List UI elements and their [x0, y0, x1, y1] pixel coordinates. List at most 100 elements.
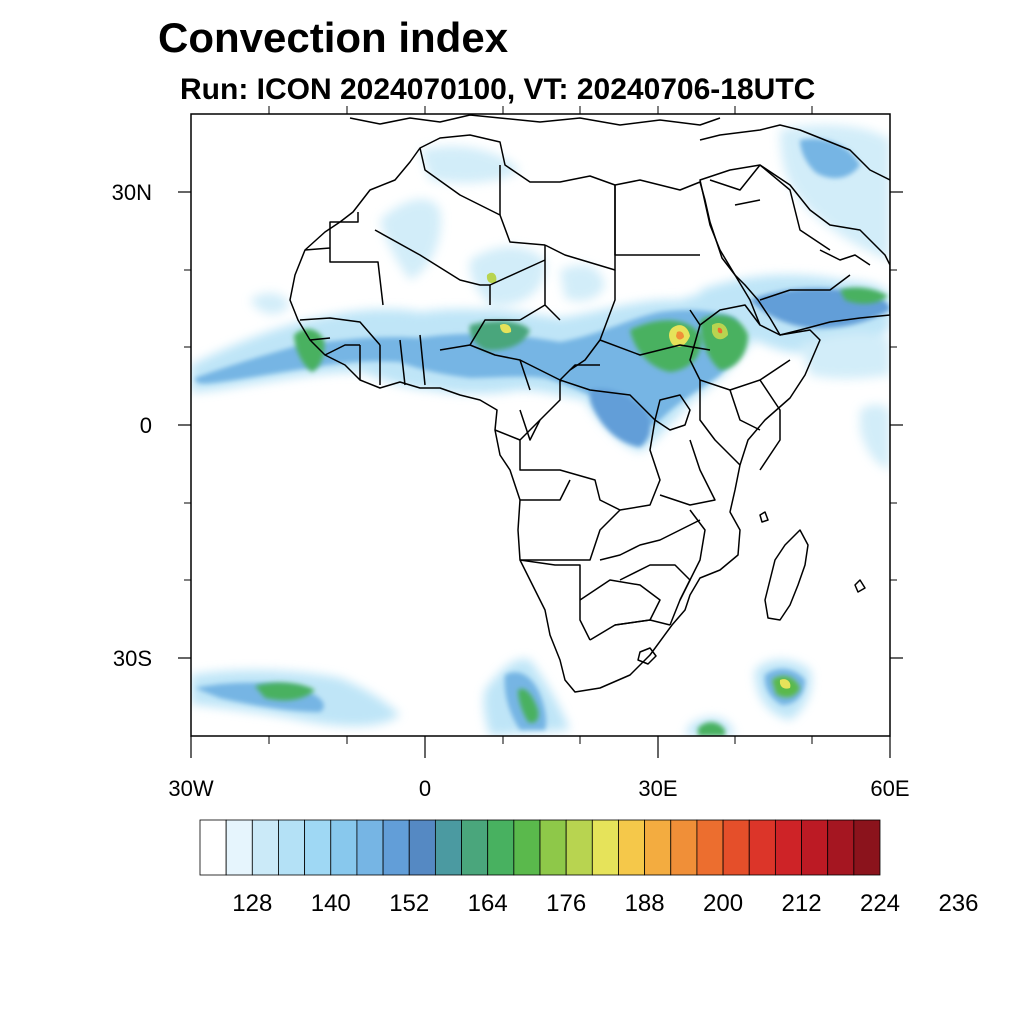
field-chad — [560, 265, 605, 302]
border-congo — [494, 409, 541, 441]
lon-label-30e: 30E — [638, 776, 677, 801]
border-mozambique — [669, 509, 706, 626]
colorbar-swatch — [330, 819, 358, 876]
colorbar-label: 236 — [938, 890, 978, 917]
colorbar-label: 188 — [625, 890, 665, 917]
colorbar-swatch — [644, 819, 672, 876]
colorbar-swatch — [434, 819, 462, 876]
mideast-coastline — [699, 124, 890, 181]
colorbar-label: 176 — [546, 890, 586, 917]
colorbar-swatch — [748, 819, 776, 876]
colorbar-swatch — [278, 819, 306, 876]
chart-title: Convection index — [158, 14, 509, 61]
border-somalia — [729, 379, 781, 471]
field-indian-east — [860, 404, 890, 470]
colorbar-swatch — [827, 819, 855, 876]
field-mauritania — [250, 292, 290, 315]
colorbar — [199, 819, 881, 876]
lesotho — [637, 647, 657, 665]
border-arabia-interior — [759, 164, 851, 301]
colorbar-swatch — [251, 819, 279, 876]
colorbar-swatch — [304, 819, 332, 876]
chart-subtitle: Run: ICON 2024070100, VT: 20240706-18UTC — [180, 73, 816, 106]
convection-field — [191, 124, 890, 736]
border-nigeria — [439, 319, 531, 391]
lon-label-0: 0 — [419, 776, 431, 801]
border-angola — [520, 479, 621, 561]
field-hotspot-nigeria — [500, 323, 512, 334]
colorbar-swatch — [487, 819, 515, 876]
colorbar-swatch — [801, 819, 829, 876]
border-mideast — [709, 164, 761, 206]
colorbar-labels: 128 140 152 164 176 188 200 212 224 236 — [232, 890, 978, 917]
madagascar — [764, 529, 809, 621]
field-sa-green — [518, 688, 539, 723]
lon-label-30w: 30W — [168, 776, 213, 801]
colorbar-swatch — [670, 819, 698, 876]
border-tanzania — [659, 439, 716, 506]
border-west-coast — [299, 317, 381, 356]
colorbar-label: 140 — [311, 890, 351, 917]
border-southafrica — [589, 619, 671, 641]
colorbar-label: 212 — [782, 890, 822, 917]
colorbar-swatch — [408, 819, 436, 876]
field-hotspot-sudan-core — [676, 331, 684, 340]
border-cameroon-car — [519, 359, 600, 381]
colorbar-label: 152 — [389, 890, 429, 917]
colorbar-label: 164 — [468, 890, 508, 917]
gulf-coast — [819, 249, 871, 266]
field-central-africa — [589, 388, 651, 447]
border-kenya — [699, 380, 741, 466]
colorbar-swatch — [199, 819, 227, 876]
plot-frame — [190, 113, 891, 737]
border-zimbabwe — [619, 564, 691, 601]
field-atlantic-green — [255, 682, 315, 701]
border-botswana — [579, 579, 661, 626]
colorbar-swatch — [539, 819, 567, 876]
border-zambia — [599, 519, 701, 561]
field-iran-green — [698, 722, 725, 736]
lat-label-30n: 30N — [112, 180, 152, 205]
border-sudan-ssd — [599, 339, 711, 356]
arabia-coastline — [699, 164, 890, 336]
colorbar-label: 200 — [703, 890, 743, 917]
border-ethiopia — [689, 304, 791, 391]
border-algeria — [419, 147, 546, 246]
island-2 — [759, 511, 769, 523]
field-algeria — [420, 146, 520, 183]
colorbar-swatch — [225, 819, 253, 876]
field-somalia-sea — [800, 333, 890, 379]
axis-ticks — [178, 106, 903, 758]
island-1 — [854, 579, 866, 593]
border-drc — [519, 379, 661, 511]
lat-label-0: 0 — [140, 413, 152, 438]
field-yemen-green — [840, 287, 888, 304]
border-ghana-ivory — [359, 334, 426, 386]
border-egypt — [614, 185, 700, 256]
lon-label-60e: 60E — [870, 776, 909, 801]
border-namibia — [519, 559, 591, 641]
border-mali — [374, 229, 491, 305]
colorbar-swatch — [591, 819, 619, 876]
field-nigeria-core — [469, 320, 530, 351]
border-mauritania — [304, 212, 384, 306]
border-niger-chad — [489, 245, 561, 321]
colorbar-swatch — [382, 819, 410, 876]
colorbar-swatch — [356, 819, 384, 876]
colorbar-label: 128 — [232, 890, 272, 917]
colorbar-swatch — [774, 819, 802, 876]
field-hotspot-niger — [486, 272, 497, 284]
colorbar-swatch — [696, 819, 724, 876]
coastlines-borders — [289, 114, 890, 693]
colorbar-swatch — [565, 819, 593, 876]
colorbar-swatch — [853, 819, 881, 876]
colorbar-swatch — [461, 819, 489, 876]
mediterranean-north — [349, 114, 721, 126]
field-hotspot-mada — [779, 679, 791, 689]
field-sahara-north — [380, 199, 441, 280]
lat-label-30s: 30S — [113, 646, 152, 671]
africa-coastline — [289, 134, 821, 693]
colorbar-swatch — [618, 819, 646, 876]
field-hotspot-eth-red — [717, 327, 723, 334]
